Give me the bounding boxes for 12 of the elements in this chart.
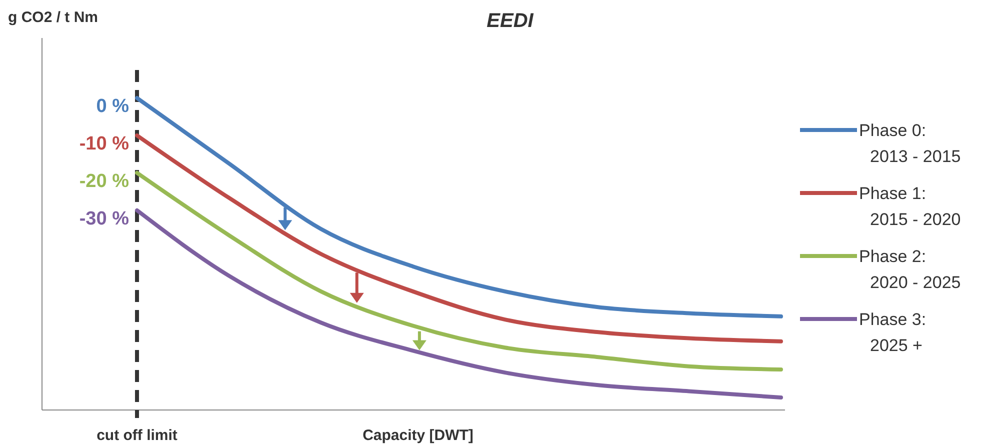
annotation: 0 % [96,96,130,117]
legend-label: Phase 2: 2020 - 2025 [859,247,961,292]
chart-title: EEDI [486,10,534,32]
annotation: -30 % [79,208,130,230]
legend-label: Phase 3: 2025 + [859,310,926,355]
legend-label: Phase 0: 2013 - 2015 [859,121,961,166]
x-axis-title: Capacity [DWT] [362,427,474,444]
text: cut off limit [96,427,178,444]
annotation: -20 % [79,170,130,192]
y-axis-title: g CO2 / t Nm [8,9,98,26]
legend-label: Phase 1: 2015 - 2020 [859,184,961,229]
annotation: -10 % [79,133,130,154]
